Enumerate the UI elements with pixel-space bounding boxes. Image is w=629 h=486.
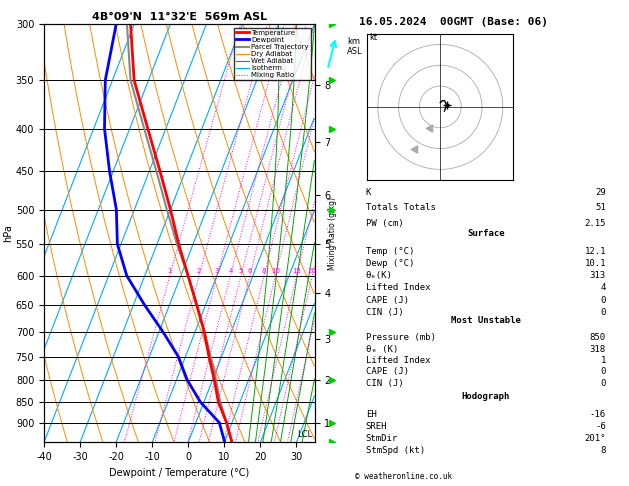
Text: 16.05.2024  00GMT (Base: 06): 16.05.2024 00GMT (Base: 06) (359, 17, 547, 27)
Text: CAPE (J): CAPE (J) (366, 367, 409, 376)
Text: 5: 5 (239, 268, 243, 274)
Text: Dewp (°C): Dewp (°C) (366, 259, 415, 268)
Text: 8: 8 (601, 446, 606, 455)
Text: 1: 1 (601, 356, 606, 365)
Text: 29: 29 (595, 188, 606, 197)
Text: 0: 0 (601, 379, 606, 388)
Text: -6: -6 (595, 422, 606, 431)
Text: K: K (366, 188, 371, 197)
Text: 0: 0 (601, 367, 606, 376)
Text: 51: 51 (595, 203, 606, 212)
Text: StmSpd (kt): StmSpd (kt) (366, 446, 425, 455)
Text: Hodograph: Hodograph (462, 392, 510, 401)
Text: 20: 20 (308, 268, 317, 274)
Text: CAPE (J): CAPE (J) (366, 295, 409, 305)
Text: θₑ(K): θₑ(K) (366, 271, 392, 280)
Text: EH: EH (366, 410, 377, 419)
Text: 313: 313 (590, 271, 606, 280)
Text: 4: 4 (601, 283, 606, 293)
Text: 6: 6 (248, 268, 252, 274)
Text: 2: 2 (197, 268, 201, 274)
Text: StmDir: StmDir (366, 434, 398, 443)
Text: 10.1: 10.1 (584, 259, 606, 268)
Text: Lifted Index: Lifted Index (366, 283, 430, 293)
Text: θₑ (K): θₑ (K) (366, 345, 398, 354)
Text: 12.1: 12.1 (584, 247, 606, 256)
Text: © weatheronline.co.uk: © weatheronline.co.uk (355, 472, 452, 481)
Text: 0: 0 (601, 295, 606, 305)
Text: SREH: SREH (366, 422, 387, 431)
Text: 15: 15 (292, 268, 301, 274)
Text: Lifted Index: Lifted Index (366, 356, 430, 365)
X-axis label: Dewpoint / Temperature (°C): Dewpoint / Temperature (°C) (109, 468, 249, 478)
Text: 850: 850 (590, 333, 606, 342)
Y-axis label: km
ASL: km ASL (347, 37, 362, 56)
Text: 201°: 201° (584, 434, 606, 443)
Text: 4: 4 (228, 268, 233, 274)
Text: Pressure (mb): Pressure (mb) (366, 333, 436, 342)
Legend: Temperature, Dewpoint, Parcel Trajectory, Dry Adiabat, Wet Adiabat, Isotherm, Mi: Temperature, Dewpoint, Parcel Trajectory… (234, 28, 311, 80)
Text: Most Unstable: Most Unstable (451, 316, 521, 325)
Y-axis label: hPa: hPa (3, 225, 13, 242)
Text: -16: -16 (590, 410, 606, 419)
Text: kt: kt (369, 33, 377, 42)
Text: CIN (J): CIN (J) (366, 308, 403, 317)
Text: 3: 3 (215, 268, 220, 274)
Title: 4B°09'N  11°32'E  569m ASL: 4B°09'N 11°32'E 569m ASL (92, 12, 267, 22)
Text: Temp (°C): Temp (°C) (366, 247, 415, 256)
Text: PW (cm): PW (cm) (366, 219, 403, 227)
Text: 1: 1 (167, 268, 172, 274)
Text: CIN (J): CIN (J) (366, 379, 403, 388)
Text: 2.15: 2.15 (584, 219, 606, 227)
Text: 318: 318 (590, 345, 606, 354)
Text: 8: 8 (262, 268, 266, 274)
Text: 10: 10 (271, 268, 280, 274)
Text: LCL: LCL (298, 430, 313, 439)
Text: Mixing Ratio (g/kg): Mixing Ratio (g/kg) (328, 197, 337, 270)
Text: Surface: Surface (467, 229, 504, 238)
Text: 0: 0 (601, 308, 606, 317)
Text: Totals Totals: Totals Totals (366, 203, 436, 212)
